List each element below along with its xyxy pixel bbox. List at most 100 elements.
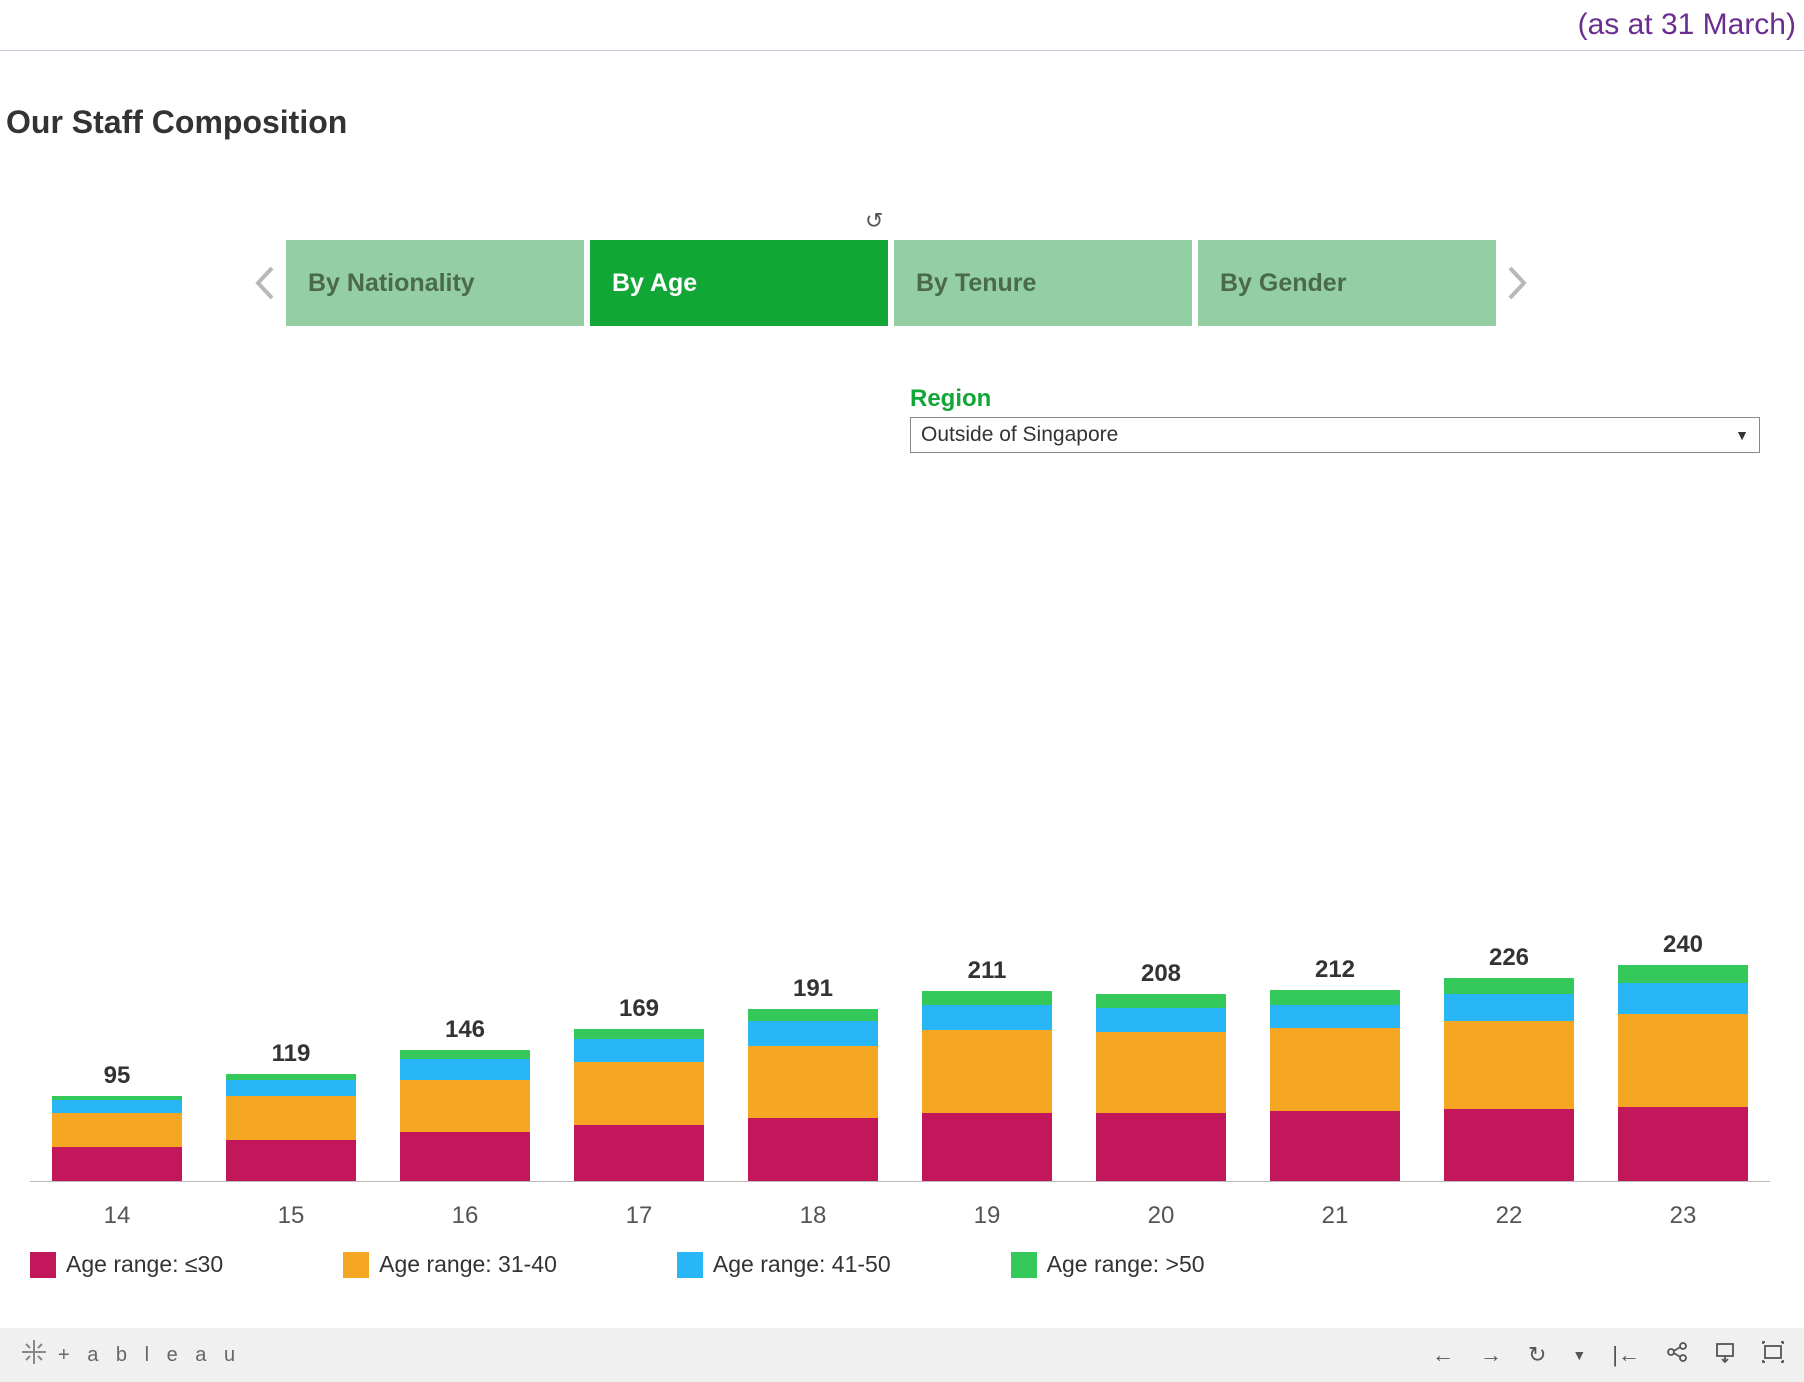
bar-total-label: 146	[445, 1016, 485, 1044]
tabs-row: ↺ By NationalityBy AgeBy TenureBy Gender	[250, 240, 1532, 326]
x-axis-label: 23	[1605, 1202, 1762, 1230]
bar-total-label: 240	[1663, 931, 1703, 959]
bar-segment	[1444, 1109, 1574, 1181]
x-axis-label: 18	[735, 1202, 892, 1230]
bar-segment	[748, 1118, 878, 1181]
tab-by-tenure[interactable]: By Tenure	[894, 240, 1192, 326]
bar-total-label: 208	[1141, 960, 1181, 988]
revert-button[interactable]: |←	[1612, 1342, 1640, 1368]
bar-stack[interactable]	[922, 991, 1052, 1181]
bar-total-label: 191	[793, 975, 833, 1003]
undo-button[interactable]: ←	[1432, 1342, 1454, 1368]
bar-segment	[922, 991, 1052, 1005]
bar-segment	[574, 1062, 704, 1125]
tableau-logo-mark-icon	[20, 1338, 48, 1373]
bar-total-label: 226	[1489, 944, 1529, 972]
x-axis-label: 22	[1431, 1202, 1588, 1230]
bar-column: 169	[561, 995, 718, 1181]
bar-segment	[1270, 1111, 1400, 1181]
region-filter: Region Outside of Singapore ▼	[910, 385, 1760, 453]
x-axis-label: 19	[909, 1202, 1066, 1230]
redo-button[interactable]: →	[1480, 1342, 1502, 1368]
tab-by-age[interactable]: By Age	[590, 240, 888, 326]
fullscreen-button[interactable]	[1762, 1341, 1784, 1369]
region-selected-value: Outside of Singapore	[921, 423, 1118, 447]
header-note: (as at 31 March)	[1578, 8, 1796, 42]
bar-column: 240	[1605, 931, 1762, 1181]
bar-column: 212	[1257, 956, 1414, 1181]
bar-column: 208	[1083, 960, 1240, 1181]
chart-legend: Age range: ≤30 Age range: 31-40 Age range:…	[30, 1251, 1205, 1278]
legend-label: Age range: ≤30	[66, 1251, 223, 1278]
bar-segment	[52, 1147, 182, 1181]
bar-segment	[226, 1080, 356, 1096]
bar-segment	[1618, 1107, 1748, 1181]
bar-stack[interactable]	[226, 1074, 356, 1181]
bar-stack[interactable]	[1096, 994, 1226, 1181]
bar-segment	[1270, 990, 1400, 1004]
bar-total-label: 95	[104, 1062, 131, 1090]
bar-segment	[226, 1140, 356, 1181]
bar-segment	[748, 1046, 878, 1118]
bar-segment	[922, 1113, 1052, 1181]
bar-segment	[922, 1030, 1052, 1113]
bar-segment	[1618, 1014, 1748, 1108]
bar-total-label: 211	[968, 957, 1007, 985]
tabs-next-button[interactable]	[1502, 261, 1532, 305]
reset-icon[interactable]: ↺	[865, 208, 883, 234]
x-axis-label: 15	[213, 1202, 370, 1230]
share-button[interactable]	[1666, 1341, 1688, 1369]
x-axis-label: 20	[1083, 1202, 1240, 1230]
legend-item[interactable]: Age range: ≤30	[30, 1251, 223, 1278]
bar-stack[interactable]	[400, 1050, 530, 1181]
bar-segment	[1618, 983, 1748, 1014]
region-label: Region	[910, 385, 1760, 413]
bar-stack[interactable]	[52, 1096, 182, 1181]
legend-item[interactable]: Age range: >50	[1011, 1251, 1205, 1278]
x-axis-label: 17	[561, 1202, 718, 1230]
bar-segment	[1270, 1005, 1400, 1028]
tab-by-nationality[interactable]: By Nationality	[286, 240, 584, 326]
bar-total-label: 119	[272, 1040, 311, 1068]
tableau-footer: + a b l e a u ← → ↻ ▼ |←	[0, 1328, 1804, 1382]
bar-total-label: 169	[619, 995, 659, 1023]
legend-label: Age range: >50	[1047, 1251, 1205, 1278]
replay-button[interactable]: ↻	[1528, 1342, 1546, 1368]
bar-column: 211	[909, 957, 1066, 1181]
bar-segment	[1444, 978, 1574, 994]
bar-segment	[1444, 1021, 1574, 1109]
header-divider	[0, 50, 1804, 51]
legend-swatch	[30, 1252, 56, 1278]
region-select[interactable]: Outside of Singapore ▼	[910, 417, 1760, 453]
download-button[interactable]	[1714, 1341, 1736, 1369]
tableau-logo-text: + a b l e a u	[58, 1344, 241, 1367]
legend-item[interactable]: Age range: 31-40	[343, 1251, 557, 1278]
bar-column: 226	[1431, 944, 1588, 1181]
bar-stack[interactable]	[1270, 990, 1400, 1181]
bar-stack[interactable]	[748, 1009, 878, 1181]
x-axis-label: 16	[387, 1202, 544, 1230]
bar-segment	[922, 1005, 1052, 1030]
tab-by-gender[interactable]: By Gender	[1198, 240, 1496, 326]
bar-stack[interactable]	[1444, 978, 1574, 1181]
bar-segment	[52, 1100, 182, 1113]
bar-total-label: 212	[1315, 956, 1355, 984]
bar-column: 95	[39, 1062, 196, 1181]
bar-segment	[1270, 1028, 1400, 1111]
legend-item[interactable]: Age range: 41-50	[677, 1251, 891, 1278]
bar-segment	[1444, 994, 1574, 1021]
bar-stack[interactable]	[574, 1029, 704, 1181]
bar-segment	[1618, 965, 1748, 983]
legend-swatch	[343, 1252, 369, 1278]
tabs-prev-button[interactable]	[250, 261, 280, 305]
x-axis-label: 14	[39, 1202, 196, 1230]
bar-segment	[52, 1113, 182, 1147]
tableau-logo: + a b l e a u	[20, 1338, 241, 1373]
bar-column: 119	[213, 1040, 370, 1181]
bar-stack[interactable]	[1618, 965, 1748, 1181]
bar-segment	[400, 1059, 530, 1081]
legend-label: Age range: 41-50	[713, 1251, 891, 1278]
bar-segment	[574, 1039, 704, 1062]
bar-segment	[574, 1125, 704, 1181]
replay-menu-caret-icon[interactable]: ▼	[1572, 1347, 1586, 1363]
